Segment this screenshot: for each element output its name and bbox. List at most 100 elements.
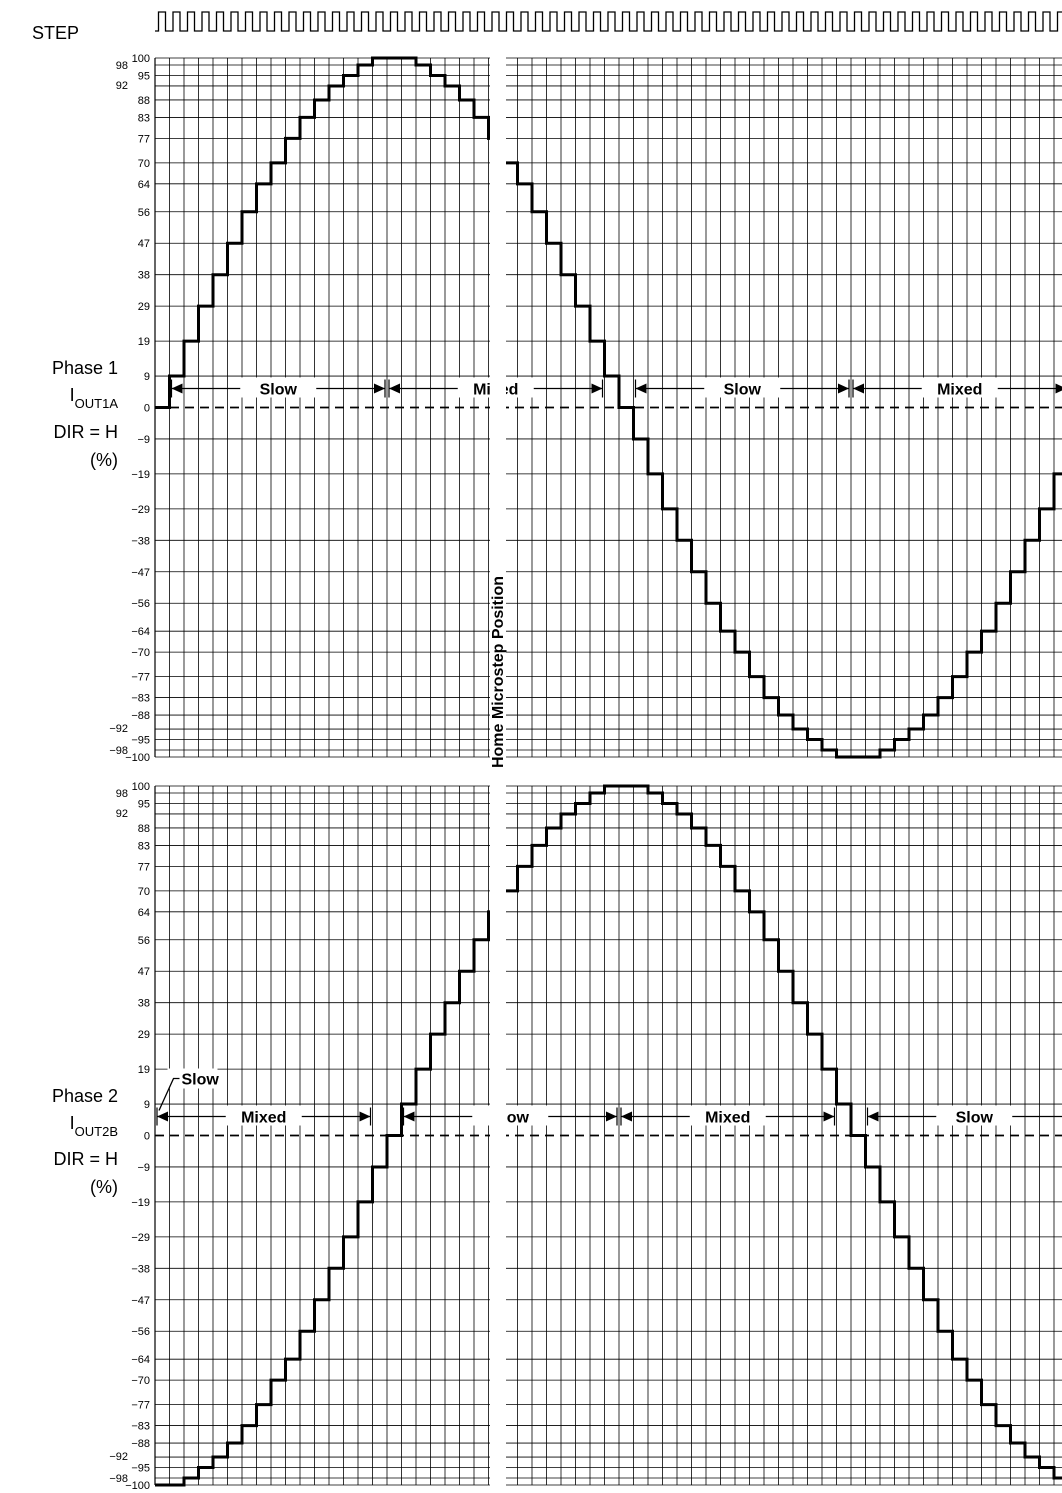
decay-arrow-head-right [591,383,603,394]
phase1-ylabel-line3: DIR = H [53,422,118,442]
decay-arrow-head-right [359,1111,371,1122]
y-tick-label: 47 [138,966,150,978]
decay-region-mixed: Mixed [852,377,1062,399]
y-tick-label: −92 [109,723,128,735]
y-tick-label: −47 [131,567,150,579]
decay-label-background [689,1105,766,1126]
y-tick-label: −77 [131,672,150,684]
decay-region-mixed: Mixed [156,1105,372,1127]
y-tick-label: −38 [131,1263,150,1275]
y-tick-label: −83 [131,1421,150,1433]
y-tick-label: −29 [131,1232,150,1244]
decay-arrow-head-left [867,1111,879,1122]
y-tick-label: −9 [137,1162,150,1174]
decay-arrow-head-left [853,383,864,394]
home-microstep-label: Home Microstep Position [490,576,507,768]
slow-callout: Slow [158,1068,219,1111]
y-tick-label: −29 [131,504,150,516]
y-tick-label: −98 [109,745,128,757]
decay-arrow-head-left [621,1111,632,1122]
home-position-gap [490,48,506,1493]
current-staircase-waveform [155,784,1062,1487]
y-tick-label: 56 [138,935,150,947]
y-tick-label: −9 [137,434,150,446]
y-tick-label: 9 [144,1099,150,1111]
decay-region-slow: Slow [402,1105,618,1127]
y-tick-label: 70 [138,886,150,898]
step-pulse-train [155,11,1062,32]
decay-region-label: Mixed [937,382,982,399]
y-tick-label: 100 [132,781,150,793]
y-tick-label: 29 [138,301,150,313]
y-tick-label: 98 [116,60,128,72]
decay-label-background [936,1105,1013,1126]
y-tick-label: 77 [138,133,150,145]
y-tick-label: −56 [131,1326,150,1338]
y-tick-label: 56 [138,207,150,219]
y-tick-label: −98 [109,1473,128,1485]
y-tick-label: 0 [144,1131,150,1143]
y-tick-label: 64 [138,907,150,919]
decay-arrow-head-right [838,383,849,394]
y-tick-label: −100 [125,1480,150,1492]
y-tick-label: 83 [138,840,150,852]
decay-region-label: Slow [724,382,762,399]
decay-label-background [225,1105,302,1126]
slow-callout-leader [158,1077,180,1111]
y-tick-label: 19 [138,1064,150,1076]
decay-arrow-head-left [635,383,647,394]
phase1-current-chart: 100 98 95 92 88 83 77 70 64 56 47 38 29 19 9 0 −9 −19 −29 −… [109,53,1062,764]
y-tick-label: 38 [138,998,150,1010]
current-staircase-waveform [155,56,1062,759]
y-tick-label: 83 [138,112,150,124]
decay-arrow-head-left [403,1111,415,1122]
y-tick-label: 0 [144,403,150,415]
y-tick-label: −77 [131,1400,150,1412]
y-tick-label: −88 [131,1438,150,1450]
y-tick-label: −56 [131,598,150,610]
phase2-ylabel-line3: DIR = H [53,1149,118,1169]
y-tick-label: 9 [144,371,150,383]
phase1-ylabel: Phase 1 IOUT1A DIR = H (%) [52,358,118,470]
phase2-ylabel-current: IOUT2B [70,1113,118,1139]
y-tick-label: −70 [131,1375,150,1387]
decay-label-background [240,377,317,398]
decay-region-slow: Slow [170,377,386,399]
decay-region-label: Mixed [241,1110,286,1127]
phase2-ylabel-line4: (%) [90,1177,118,1197]
y-tick-label: 95 [138,70,150,82]
y-tick-label: −64 [131,1354,150,1366]
decay-region-label: Mixed [705,1110,750,1127]
phase1-ylabel-line1: Phase 1 [52,358,118,378]
decay-arrow-head-left [171,383,183,394]
y-tick-label: 92 [116,808,128,820]
y-tick-label: −83 [131,693,150,705]
y-tick-label: 77 [138,861,150,873]
y-tick-label: −95 [131,735,150,747]
y-tick-label: −70 [131,647,150,659]
decay-region-mixed: Mixed [620,1105,836,1127]
y-tick-label: −92 [109,1451,128,1463]
decay-arrow-head-right [606,1111,617,1122]
y-tick-label: 70 [138,158,150,170]
slow-callout-background [167,1068,218,1089]
y-tick-label: 88 [138,95,150,107]
decay-region-slow: Slow [866,1105,1062,1127]
phase1-ylabel-current: IOUT1A [70,385,119,411]
y-tick-label: 88 [138,823,150,835]
step-label: STEP [32,23,79,43]
y-tick-label: −38 [131,535,150,547]
y-tick-label: 64 [138,179,150,191]
y-tick-label: −19 [131,469,150,481]
phase2-ylabel: Phase 2 IOUT2B DIR = H (%) [52,1086,118,1197]
decay-region-label: Slow [956,1110,994,1127]
y-tick-label: 95 [138,798,150,810]
y-tick-label: 92 [116,80,128,92]
phase1-ylabel-line4: (%) [90,450,118,470]
step-pulse-waveform [155,11,1062,32]
y-tick-label: 98 [116,788,128,800]
y-tick-label: −95 [131,1463,150,1475]
decay-arrow-head-right [823,1111,835,1122]
y-tick-label: 29 [138,1029,150,1041]
